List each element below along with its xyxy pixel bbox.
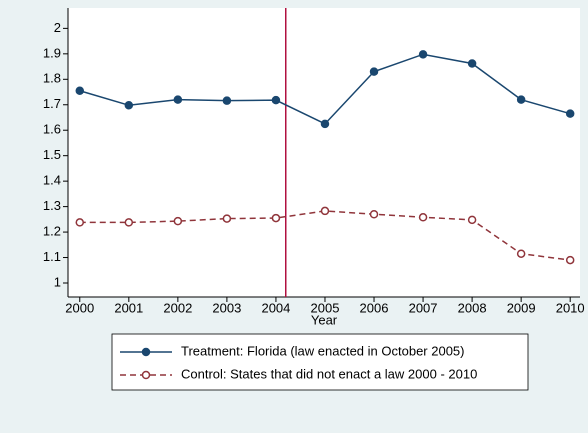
- y-tick-label: 2: [54, 20, 61, 35]
- data-point: [222, 214, 232, 223]
- x-tick-label: 2005: [311, 300, 340, 315]
- data-point: [75, 86, 85, 96]
- legend: [111, 333, 529, 391]
- x-tick-label: 2003: [212, 300, 241, 315]
- y-tick-label: 1.7: [43, 96, 61, 111]
- x-tick-label: 2008: [458, 300, 487, 315]
- data-point: [467, 215, 477, 225]
- data-point: [516, 249, 526, 258]
- x-axis-title: Year: [311, 312, 338, 327]
- data-point: [565, 255, 575, 265]
- data-point: [271, 95, 281, 105]
- data-point: [565, 109, 575, 118]
- data-point: [418, 50, 428, 59]
- data-point: [369, 209, 379, 219]
- y-tick-label: 1.3: [43, 198, 61, 213]
- legend-marker: [141, 370, 151, 380]
- data-point: [222, 96, 232, 105]
- y-tick-label: 1.6: [43, 122, 61, 137]
- data-point: [418, 213, 428, 222]
- data-point: [320, 119, 330, 129]
- x-tick-label: 2002: [163, 300, 192, 315]
- y-tick-label: 1.2: [43, 224, 61, 239]
- y-tick-label: 1: [54, 274, 61, 289]
- data-point: [173, 216, 183, 226]
- legend-label: Control: States that did not enact a law…: [181, 366, 477, 381]
- x-tick-label: 2007: [409, 300, 438, 315]
- x-tick-label: 2001: [114, 300, 143, 315]
- data-point: [516, 95, 526, 104]
- y-tick-label: 1.8: [43, 71, 61, 86]
- y-tick-label: 1.9: [43, 45, 61, 60]
- data-point: [467, 59, 477, 68]
- data-point: [320, 206, 330, 216]
- x-tick-label: 2000: [65, 300, 94, 315]
- y-tick-label: 1.1: [43, 249, 61, 264]
- data-point: [369, 67, 379, 76]
- legend-marker: [141, 347, 151, 357]
- data-point: [173, 95, 183, 104]
- data-point: [124, 218, 134, 227]
- x-tick-label: 2006: [360, 300, 389, 315]
- data-point: [75, 218, 85, 227]
- x-tick-label: 2010: [556, 300, 585, 315]
- data-point: [124, 101, 134, 110]
- y-tick-label: 1.5: [43, 147, 61, 162]
- x-tick-label: 2004: [261, 300, 290, 315]
- y-tick-label: 1.4: [43, 173, 61, 188]
- x-tick-label: 2009: [507, 300, 536, 315]
- plot-area: [68, 8, 580, 297]
- legend-label: Treatment: Florida (law enacted in Octob…: [181, 343, 465, 358]
- data-point: [271, 213, 281, 223]
